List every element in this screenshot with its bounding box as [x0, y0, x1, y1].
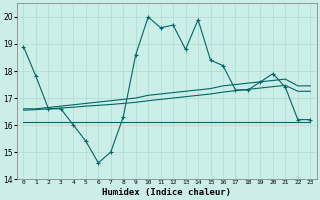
- X-axis label: Humidex (Indice chaleur): Humidex (Indice chaleur): [102, 188, 231, 197]
